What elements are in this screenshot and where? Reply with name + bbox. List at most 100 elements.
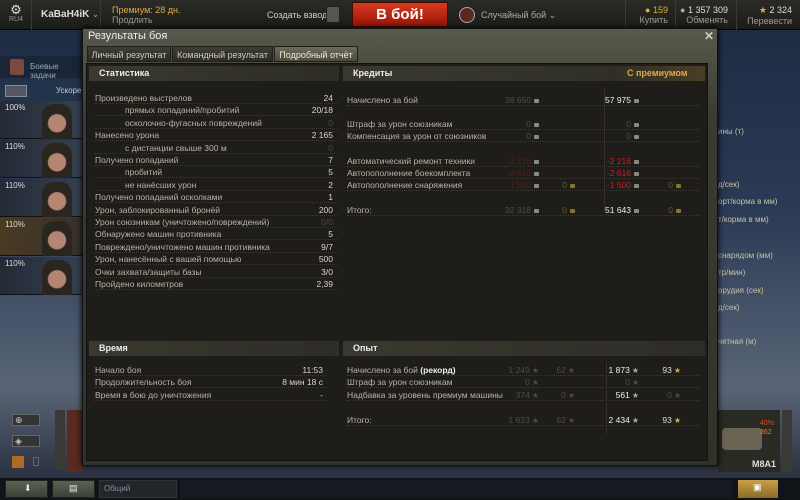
carousel-left-arrow[interactable] [55,410,65,470]
credits-balance[interactable]: ● 1 357 309 Обменять [680,5,728,25]
xp-star-icon: ★ [631,416,639,425]
credits-icon [534,171,539,176]
battle-button[interactable]: В бой! [352,2,448,27]
credits-label: Автопополнение снаряжения [347,180,463,190]
credits-row: Автопополнение боекомплекта -2 616 -2 616 [347,167,699,179]
credits-icon [634,159,639,164]
stat-row: не нанёсших урон 2 [95,179,337,191]
time-header: Время [89,341,339,356]
convert-xp-link[interactable]: Перевести [747,16,792,26]
credits-row: Компенсация за урон от союзников 0 0 [347,130,699,142]
missions-button[interactable]: Боевые задачи [0,56,82,80]
xp-value: 2 434 [608,415,630,425]
xp-value: 62 [556,365,566,375]
xp-row: Начислено за бой (рекорд) 1 249 ★ 62 ★ 1 873 ★… [347,364,699,376]
xp-row: Итого: 1 623 ★ 62 ★ 2 434 ★ 93 ★ [347,414,699,426]
crew-member[interactable]: 110% [0,140,82,178]
battle-mode-select[interactable]: Случайный бой ⌄ [481,10,556,21]
diamond-icon: ◈ [15,436,22,446]
gold-balance[interactable]: ● 159 Купить [628,5,668,25]
notifications-button[interactable]: ▣ [738,480,778,498]
premium-credits: -2 216 [607,155,639,167]
level-filter-icon[interactable] [12,456,24,468]
crew-member[interactable]: 110% [0,257,82,295]
xp-label-text: Штраф за урон союзникам [347,377,453,387]
type-filter[interactable]: ◈ [12,435,40,447]
stat-value: 3/0 [321,266,333,277]
premium-credits: -1 500 [607,179,639,191]
accelerate-crew-bar[interactable]: Ускорен [0,82,86,100]
crew-portrait [42,182,72,217]
free-xp-balance[interactable]: ★ 2 324 Перевести [742,5,792,26]
credits-icon [634,122,639,127]
credits-label: Начислено за бой [347,95,418,105]
vehicle-param: четная (м) [718,337,757,346]
nation-filter[interactable]: ⊕ [12,414,40,426]
vehicle-slot-m8a1[interactable]: 40% 362 M8A1 [718,410,780,472]
crew-skill: 110% [5,220,25,229]
premium-column-header: С премиумом [607,66,705,81]
xp-prem: 2 434 ★ [609,414,639,427]
microphone-icon: ⬇ [24,483,32,493]
base-credits: 32 318 [505,204,539,216]
premium-credits-value: -1 500 [606,180,631,190]
gear-icon: ⚙ [10,2,22,17]
record-label: (рекорд) [420,365,456,375]
credits-icon [534,208,539,213]
stat-label: пробитий [125,167,163,178]
premium-credits-value: 0 [626,131,631,141]
vehicle-param: д/сек) [718,180,740,189]
stat-label: Урон союзникам (уничтожено/повреждений) [95,217,270,227]
xp-value: 93 [662,415,672,425]
platoon-icon[interactable] [326,6,340,23]
gold-icon [570,183,575,188]
star-icon: ★ [758,5,767,15]
tab-detailed-report[interactable]: Подробный отчёт [274,46,358,62]
carousel-right-arrow[interactable] [782,410,792,472]
base-credits-value: -2 216 [506,156,531,166]
voice-chat-button[interactable]: ⬇ [5,480,48,498]
battle-results-dialog: Результаты боя ✕ Личный результат Команд… [82,28,718,466]
settings-button[interactable]: ⚙ RU4 [6,3,26,23]
xp-prem: 1 873 ★ [609,364,639,377]
base-credits-value: 0 [526,131,531,141]
contacts-button[interactable]: ▤ [52,480,95,498]
filter-checkbox[interactable] [33,457,39,466]
premium-credits-value: 0 [626,119,631,129]
stat-label: Очки захвата/защиты базы [95,266,202,277]
tab-team-result[interactable]: Командный результат [172,46,273,62]
crew-member[interactable]: 100% [0,101,82,139]
buy-gold-link[interactable]: Купить [639,15,668,25]
stat-label: Обнаружено машин противника [95,229,222,240]
gold-icon [676,183,681,188]
chat-input[interactable] [180,480,732,498]
crew-portrait [42,143,72,178]
premium-credits-value: 57 975 [605,95,631,105]
create-platoon-button[interactable]: Создать взвод [267,10,328,20]
vehicle-slot[interactable] [67,410,83,472]
free-xp-star-icon: ★ [673,391,681,400]
stat-row: Урон, заблокированный бронёй 200 [95,204,337,216]
gold-amount: 159 [652,5,668,15]
chat-channel-button[interactable]: Общий [99,480,177,498]
stat-label: осколочно-фугасных повреждений [125,117,262,128]
xp-label: Штраф за урон союзникам [347,376,452,388]
base-credits-value: 38 650 [505,95,531,105]
crew-member[interactable]: 110% [0,218,82,256]
extend-premium-link[interactable]: Продлить [112,15,153,25]
stat-value: 2,39 [316,279,333,289]
free-xp-star-icon: ★ [567,391,575,400]
close-button[interactable]: ✕ [704,29,714,43]
xp-prem-free: 93 ★ [662,364,681,377]
premium-credits-value: 51 643 [605,205,631,215]
stat-row: осколочно-фугасных повреждений 0 [95,117,337,129]
exchange-link[interactable]: Обменять [686,15,728,25]
xp-value: 0 [561,390,566,400]
premium-status[interactable]: Премиум: 28 дн. Продлить [112,5,181,25]
crew-member[interactable]: 110% [0,179,82,217]
premium-credits: 51 643 [605,204,639,216]
xp-base-free: 0 ★ [561,389,575,402]
tab-personal-result[interactable]: Личный результат [87,46,171,62]
credits-icon [534,122,539,127]
player-menu[interactable]: KaBaH4iK ⌄ [41,9,99,20]
